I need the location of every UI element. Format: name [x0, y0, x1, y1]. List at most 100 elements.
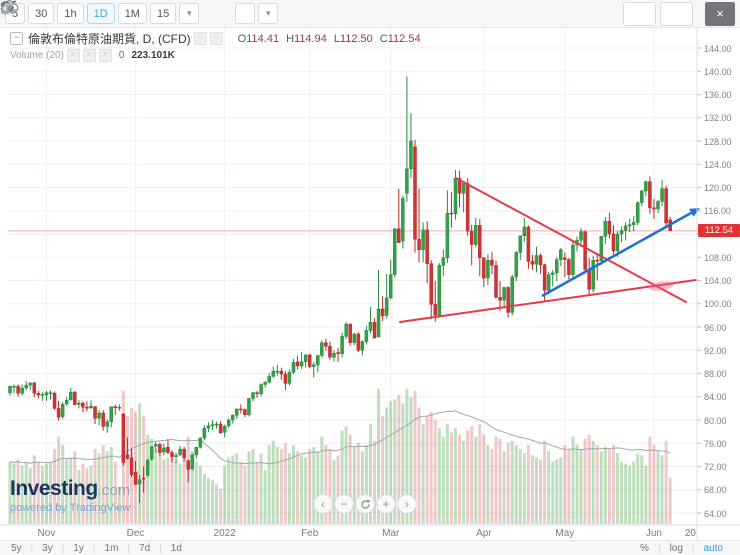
- volume-bar: [259, 453, 263, 524]
- candle: [421, 229, 425, 250]
- interval-button-1M[interactable]: 1M: [117, 3, 147, 24]
- volume-bar: [417, 407, 421, 524]
- candle: [465, 183, 470, 232]
- scroll-right-icon[interactable]: ›: [397, 494, 417, 514]
- price-axis[interactable]: 144.00 140.00 136.00 132.00 128.00 124.00 120.…: [697, 28, 740, 525]
- candle: [587, 269, 591, 290]
- range-button-3y[interactable]: 3y: [42, 542, 53, 554]
- open-label: O: [237, 32, 247, 45]
- volume-bar: [466, 430, 470, 524]
- descending-trendline[interactable]: [455, 177, 687, 303]
- line-style-icon[interactable]: [0, 0, 256, 24]
- range-button-5y[interactable]: 5y: [11, 542, 22, 554]
- candle: [652, 207, 656, 210]
- candle: [469, 230, 474, 245]
- candle: [141, 477, 146, 480]
- candle: [320, 342, 324, 356]
- volume-bar: [198, 465, 202, 524]
- cloud-download-icon[interactable]: [1, 0, 656, 26]
- candle: [506, 287, 510, 313]
- separator: |: [92, 542, 96, 554]
- interval-button-group: 5 30 1h 1D 1M 15: [5, 3, 179, 24]
- candle: [109, 406, 113, 422]
- interval-button-15[interactable]: 15: [149, 3, 177, 24]
- volume-bar: [235, 453, 239, 524]
- legend-collapse-icon[interactable]: −: [10, 32, 23, 45]
- range-button-1m[interactable]: 1m: [104, 542, 119, 554]
- price-tick-label: 144.00: [704, 43, 732, 54]
- time-axis[interactable]: Nov Dec 2022 Feb Mar Apr May Jun 20: [0, 525, 740, 540]
- reset-zoom-icon[interactable]: [355, 494, 375, 514]
- scroll-left-icon[interactable]: ‹: [313, 494, 333, 514]
- volume-bar: [595, 444, 599, 524]
- volume-bar: [316, 451, 320, 524]
- volume-bar: [425, 415, 429, 524]
- interval-button-1D[interactable]: 1D: [86, 3, 115, 24]
- candle: [271, 370, 275, 377]
- candle: [510, 276, 514, 313]
- close-icon[interactable]: ×: [705, 1, 735, 26]
- volume-bar: [61, 444, 65, 524]
- volume-bar: [105, 451, 109, 524]
- candle: [166, 447, 170, 453]
- volume-bar: [502, 451, 506, 524]
- indicators-icon[interactable]: [0, 0, 301, 24]
- volume-bar: [490, 449, 494, 524]
- candle: [486, 259, 490, 279]
- crossing-highlight[interactable]: [648, 280, 675, 293]
- candle: [356, 333, 361, 351]
- candle: [226, 419, 231, 427]
- ascending-trendline[interactable]: [399, 279, 697, 323]
- volume-bar: [308, 449, 312, 524]
- symbol-eye-icon[interactable]: ○: [193, 32, 207, 45]
- undo-icon[interactable]: [0, 1, 324, 24]
- scale-button-auto[interactable]: auto: [703, 542, 723, 554]
- interval-button-1h[interactable]: 1h: [57, 3, 84, 24]
- candlestick-style-icon[interactable]: [2, 1, 222, 24]
- volume-bar: [243, 465, 247, 524]
- volume-bar: [150, 438, 154, 524]
- cloud-upload-icon[interactable]: [1, 0, 693, 26]
- symbol-settings-icon[interactable]: ○: [209, 32, 223, 45]
- volume-bar: [271, 440, 275, 524]
- candle: [656, 201, 660, 210]
- volume-bar: [599, 451, 603, 524]
- scale-button-log[interactable]: log: [669, 542, 683, 554]
- price-tick-label: 80.00: [704, 415, 727, 426]
- range-button-1y[interactable]: 1y: [73, 542, 84, 554]
- volume-bar: [445, 424, 449, 524]
- zoom-in-icon[interactable]: +: [376, 494, 396, 514]
- candle: [372, 322, 377, 339]
- candle: [295, 361, 300, 367]
- range-button-1d[interactable]: 1d: [170, 542, 182, 554]
- volume-eye-icon[interactable]: ○: [66, 48, 80, 62]
- volume-bar: [263, 469, 267, 524]
- volume-bar: [628, 465, 632, 524]
- candle: [579, 231, 583, 241]
- candle: [154, 444, 158, 447]
- redo-icon[interactable]: [1, 1, 337, 24]
- candle: [457, 177, 462, 194]
- zoom-out-icon[interactable]: −: [334, 494, 354, 514]
- volume-bar: [97, 453, 101, 524]
- scale-button-%[interactable]: %: [640, 542, 649, 554]
- volume-bar: [389, 401, 393, 524]
- candle: [243, 409, 247, 416]
- candle: [348, 323, 352, 343]
- volume-remove-icon[interactable]: ×: [98, 48, 112, 62]
- volume-bar: [32, 455, 36, 524]
- interval-button-30[interactable]: 30: [28, 3, 55, 24]
- range-button-7d[interactable]: 7d: [139, 542, 151, 554]
- separator: |: [159, 542, 162, 554]
- volume-settings-icon[interactable]: ○: [82, 48, 96, 62]
- candle: [502, 287, 506, 301]
- bullish-arrow[interactable]: [541, 211, 692, 298]
- volume-bar: [397, 395, 401, 524]
- volume-bar: [494, 436, 498, 524]
- style-dropdown-caret-icon[interactable]: ▾: [258, 3, 279, 24]
- candle: [352, 333, 356, 343]
- candle: [401, 198, 405, 242]
- time-tick-label-Dec: Dec: [126, 528, 145, 539]
- interval-dropdown-caret-icon[interactable]: ▾: [179, 3, 200, 24]
